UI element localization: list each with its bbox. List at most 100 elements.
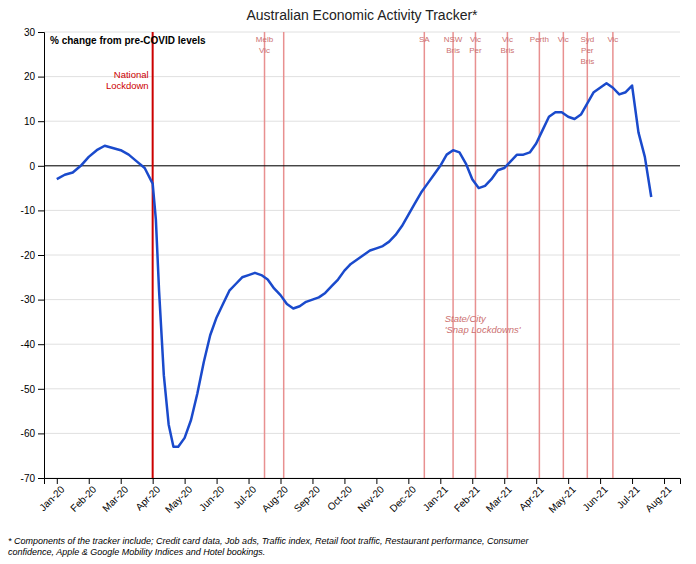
- x-tick: May-21: [546, 478, 578, 515]
- y-tick-label: -30: [21, 294, 36, 305]
- y-tick: -40: [21, 339, 44, 350]
- x-tick-label: Mar-20: [100, 483, 130, 513]
- grid-line: [44, 121, 680, 122]
- y-tick: 20: [24, 71, 44, 82]
- x-tick-label: Aug-21: [643, 483, 674, 514]
- y-tick-label: 0: [29, 161, 35, 172]
- y-tick-label: 10: [24, 116, 36, 127]
- x-tick: Feb-21: [452, 478, 482, 514]
- x-tick-label: Apr-20: [133, 483, 162, 512]
- x-tick-label: Jun-20: [197, 483, 227, 513]
- title: Australian Economic Activity Tracker*: [246, 7, 478, 23]
- y-axis-line: [38, 33, 45, 479]
- snap-lockdown-label: State/City'Snap Lockdowns': [445, 313, 522, 335]
- x-tick-mark: [376, 478, 377, 484]
- x-tick-label: Jan-20: [37, 483, 67, 513]
- data-line: [57, 83, 651, 446]
- x-axis-line: [45, 479, 681, 485]
- x-tick: Oct-20: [325, 478, 354, 513]
- x-tick-label: Aug-20: [260, 483, 291, 514]
- x-tick-label: Dec-20: [387, 483, 418, 514]
- y-label: % change from pre-COVID levels: [50, 35, 206, 46]
- snap-lockdown-line: [475, 32, 477, 478]
- y-tick-label: 20: [24, 71, 36, 82]
- y-tick: -10: [21, 205, 44, 216]
- x-tick: Jan-20: [37, 478, 67, 513]
- x-tick: Jun-21: [580, 478, 610, 513]
- x-tick-mark: [568, 478, 569, 484]
- grid-line: [44, 388, 680, 389]
- y-tick-mark: [38, 77, 44, 78]
- y-tick: 10: [24, 116, 44, 127]
- x-tick-mark: [504, 478, 505, 484]
- footnote: * Components of the tracker include; Cre…: [8, 536, 530, 557]
- x-tick-mark: [536, 478, 537, 484]
- y-tick: -50: [21, 384, 44, 395]
- grid: [44, 32, 680, 478]
- grid-line: [44, 32, 680, 33]
- y-tick: 0: [29, 161, 44, 172]
- x-tick-mark: [57, 478, 58, 484]
- x-tick-label: Jun-21: [580, 483, 610, 513]
- x-tick-label: Jul-20: [231, 483, 258, 510]
- x-tick-label: Apr-21: [517, 483, 546, 512]
- text-line: 'Snap Lockdowns': [445, 324, 522, 335]
- snap-lockdown-event-label: Per: [581, 46, 594, 55]
- x-tick-label: May-20: [163, 483, 195, 515]
- snap-lockdown-line: [283, 32, 285, 478]
- x-tick-mark: [249, 478, 250, 484]
- y-tick-mark: [38, 433, 44, 434]
- y-tick-mark: [38, 32, 44, 33]
- x-tick-mark: [121, 478, 122, 484]
- y-tick-mark: [38, 300, 44, 301]
- snap-lockdown-event-label: NSW: [444, 35, 463, 44]
- snap-lockdown-event-label: Bris: [580, 57, 594, 66]
- y-tick-label: 30: [24, 27, 36, 38]
- text-line: Lockdown: [106, 80, 149, 91]
- y-tick-label: -40: [21, 339, 36, 350]
- x-tick-mark: [89, 478, 90, 484]
- grid-line: [44, 210, 680, 211]
- y-tick-label: -50: [21, 384, 36, 395]
- snap-lockdown-event-label: Perth: [530, 35, 549, 44]
- x-tick-mark: [217, 478, 218, 484]
- snap-lockdown-event-label: Vic: [607, 35, 618, 44]
- x-tick-mark: [408, 478, 409, 484]
- x-tick: May-20: [163, 478, 195, 515]
- x-tick: Nov-20: [355, 478, 386, 514]
- x-tick: Feb-20: [68, 478, 98, 514]
- x-tick: Jun-20: [197, 478, 227, 513]
- plot-area: [44, 32, 680, 478]
- x-tick: Jul-21: [615, 478, 642, 511]
- snap-lockdown-line: [539, 32, 541, 478]
- snap-lockdown-event-label: Per: [469, 46, 482, 55]
- x-tick-label: Mar-21: [484, 483, 514, 513]
- x-tick-label: May-21: [546, 483, 578, 515]
- x-tick: Jul-20: [231, 478, 258, 511]
- text-line: National: [114, 69, 149, 80]
- national-lockdown-line: [152, 32, 154, 478]
- x-tick: Aug-20: [260, 478, 291, 514]
- x-tick-label: Nov-20: [355, 483, 386, 514]
- x-tick-mark: [344, 478, 345, 484]
- x-tick-mark: [600, 478, 601, 484]
- snap-lockdown-line: [587, 32, 589, 478]
- grid-line: [44, 433, 680, 434]
- snap-lockdown-event-label: Bris: [446, 46, 460, 55]
- x-tick-label: Oct-20: [325, 483, 354, 512]
- snap-lockdown-event-label: SA: [419, 35, 430, 44]
- x-tick-mark: [632, 478, 633, 484]
- grid-line: [44, 299, 680, 300]
- reference-line: [44, 165, 680, 166]
- x-tick: Apr-20: [133, 478, 162, 513]
- x-tick-label: Jan-21: [421, 483, 451, 513]
- x-tick: Apr-21: [517, 478, 546, 513]
- snap-lockdown-event-label: Melb: [256, 35, 274, 44]
- y-tick-label: -10: [21, 205, 36, 216]
- y-tick-label: -60: [21, 428, 36, 439]
- snap-lockdown-line: [264, 32, 266, 478]
- y-tick-mark: [38, 478, 44, 479]
- snap-lockdown-event-label: Vic: [558, 35, 569, 44]
- snap-lockdown-event-label: Vic: [502, 35, 513, 44]
- x-tick-mark: [472, 478, 473, 484]
